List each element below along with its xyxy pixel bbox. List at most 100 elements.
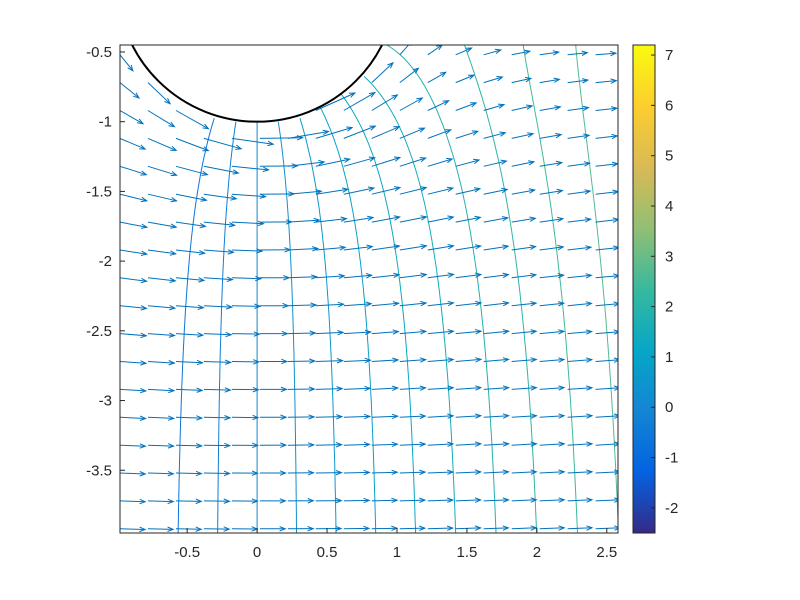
quiver-arrow bbox=[455, 441, 483, 447]
quiver-arrow bbox=[455, 74, 476, 84]
quiver-arrow bbox=[539, 188, 564, 195]
quiver-arrow bbox=[595, 301, 618, 307]
quiver-arrow bbox=[371, 497, 399, 504]
quiver-arrow bbox=[483, 131, 507, 139]
quiver-arrow bbox=[287, 442, 316, 448]
quiver-arrow bbox=[567, 189, 592, 195]
quiver-arrow bbox=[455, 385, 483, 391]
quiver-arrow bbox=[427, 71, 447, 84]
quiver-arrow bbox=[399, 385, 427, 391]
obstacle-circle bbox=[131, 45, 384, 123]
quiver-arrow bbox=[287, 189, 323, 195]
quiver-arrow bbox=[287, 330, 317, 336]
quiver-arrow bbox=[287, 159, 326, 167]
quiver-arrow bbox=[539, 413, 566, 419]
quiver-arrow bbox=[511, 413, 538, 419]
colorbar-tick-label: -2 bbox=[665, 500, 678, 517]
quiver-arrow bbox=[371, 61, 394, 83]
quiver-arrow bbox=[399, 469, 427, 475]
quiver-arrow bbox=[511, 160, 536, 167]
quiver-arrow bbox=[203, 276, 234, 282]
quiver-arrow bbox=[315, 216, 348, 223]
quiver-arrow bbox=[399, 357, 428, 363]
quiver-arrow bbox=[203, 221, 237, 228]
quiver-arrow bbox=[595, 385, 618, 391]
colorbar-tick-label: 7 bbox=[665, 47, 673, 64]
quiver-arrow bbox=[539, 525, 566, 531]
quiver-arrow bbox=[147, 110, 176, 128]
x-tick-label: 0.5 bbox=[317, 544, 338, 561]
quiver-arrow bbox=[511, 329, 538, 335]
quiver-arrow bbox=[203, 415, 232, 421]
quiver-arrow bbox=[315, 92, 357, 111]
quiver-arrow bbox=[231, 442, 260, 449]
quiver-arrow bbox=[511, 441, 538, 447]
quiver-arrow bbox=[483, 159, 508, 167]
quiver-arrow bbox=[287, 470, 315, 476]
quiver-arrow bbox=[539, 385, 566, 391]
quiver-arrow bbox=[371, 357, 400, 363]
quiver-arrow bbox=[567, 441, 594, 447]
quiver-arrow bbox=[483, 272, 510, 279]
quiver-arrow bbox=[427, 300, 455, 307]
quiver-arrow bbox=[315, 187, 350, 195]
quiver-arrow bbox=[259, 442, 288, 448]
quiver-arrow bbox=[287, 386, 316, 392]
contour-line bbox=[575, 45, 618, 532]
quiver-arrow bbox=[511, 104, 534, 111]
quiver-arrow bbox=[427, 497, 455, 503]
quiver-arrow bbox=[343, 357, 372, 364]
quiver-arrow bbox=[567, 329, 594, 335]
quiver-arrow bbox=[203, 331, 233, 338]
quiver-arrow bbox=[511, 76, 533, 84]
quiver-arrow bbox=[231, 331, 261, 337]
quiver-arrow bbox=[427, 215, 455, 223]
y-tick-label: -3 bbox=[99, 393, 112, 410]
quiver-arrow bbox=[511, 301, 538, 307]
quiver-arrow bbox=[147, 165, 178, 177]
quiver-arrow bbox=[315, 301, 345, 308]
quiver-arrow bbox=[455, 158, 481, 167]
quiver-arrow bbox=[203, 193, 238, 201]
quiver-arrow bbox=[343, 125, 377, 139]
quiver-arrow bbox=[595, 441, 618, 447]
quiver-arrow bbox=[120, 110, 145, 125]
quiver-arrow bbox=[427, 157, 454, 167]
quiver-arrow bbox=[427, 469, 455, 475]
quiver-arrow bbox=[147, 277, 177, 283]
cylinder-obstacle bbox=[131, 45, 384, 123]
quiver-arrow bbox=[175, 526, 203, 532]
quiver-arrow bbox=[511, 497, 538, 503]
quiver-arrow bbox=[427, 129, 453, 139]
contour-line bbox=[320, 107, 377, 533]
quiver-arrow bbox=[287, 414, 316, 420]
quiver-arrow bbox=[399, 67, 420, 83]
quiver-arrow bbox=[120, 193, 149, 203]
quiver-arrow bbox=[567, 273, 593, 279]
colorbar-tick-label: 1 bbox=[665, 349, 673, 366]
quiver-arrow bbox=[147, 415, 176, 421]
quiver-arrow bbox=[343, 156, 376, 167]
quiver-arrow bbox=[371, 469, 399, 476]
quiver-arrow bbox=[343, 244, 374, 251]
contour-lines bbox=[177, 45, 618, 533]
quiver-arrow bbox=[259, 358, 289, 365]
x-tick-label: 1.5 bbox=[456, 544, 477, 561]
quiver-arrow bbox=[147, 470, 175, 477]
quiver-arrow bbox=[175, 193, 208, 202]
y-axis: -0.5 -1 -1.5 -2 -2.5 -3 -3.5 bbox=[86, 44, 125, 479]
quiver-arrow bbox=[371, 329, 400, 335]
x-tick-label: 2.5 bbox=[596, 544, 617, 561]
quiver-arrow bbox=[483, 357, 510, 363]
quiver-arrow bbox=[539, 469, 566, 475]
quiver-arrow bbox=[399, 45, 412, 56]
quiver-arrow bbox=[455, 47, 473, 56]
quiver-arrow bbox=[120, 137, 147, 150]
quiver-arrow bbox=[343, 329, 373, 335]
quiver-arrow bbox=[539, 105, 562, 111]
quiver-arrow bbox=[287, 302, 318, 308]
quiver-arrow bbox=[203, 526, 231, 532]
quiver-arrow bbox=[567, 497, 594, 503]
quiver-arrow bbox=[175, 359, 204, 366]
quiver-arrow bbox=[511, 216, 537, 223]
